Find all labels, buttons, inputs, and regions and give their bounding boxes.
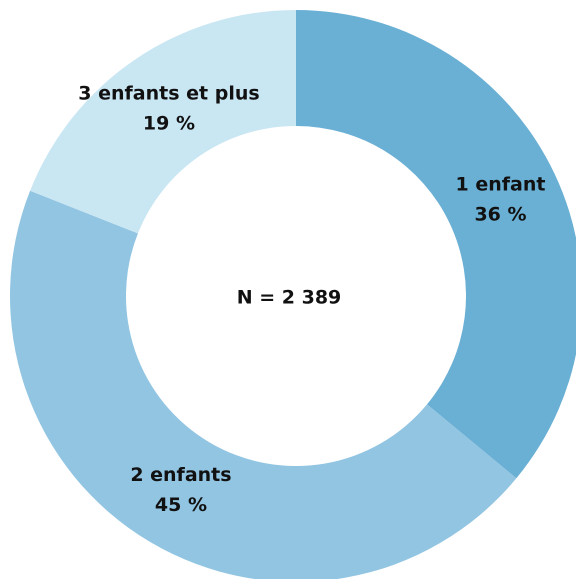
donut-slice [10,190,517,579]
slice-label: 1 enfant [456,173,546,195]
slice-label: 3 enfants et plus [78,83,259,105]
value-label: 19 % [143,113,195,135]
value-label: 45 % [155,494,207,516]
center-label: N = 2 389 [237,287,342,309]
donut-slice [296,10,576,479]
donut-slice [30,10,297,234]
value-label: 36 % [474,203,526,225]
slice-label: 2 enfants [130,464,231,486]
